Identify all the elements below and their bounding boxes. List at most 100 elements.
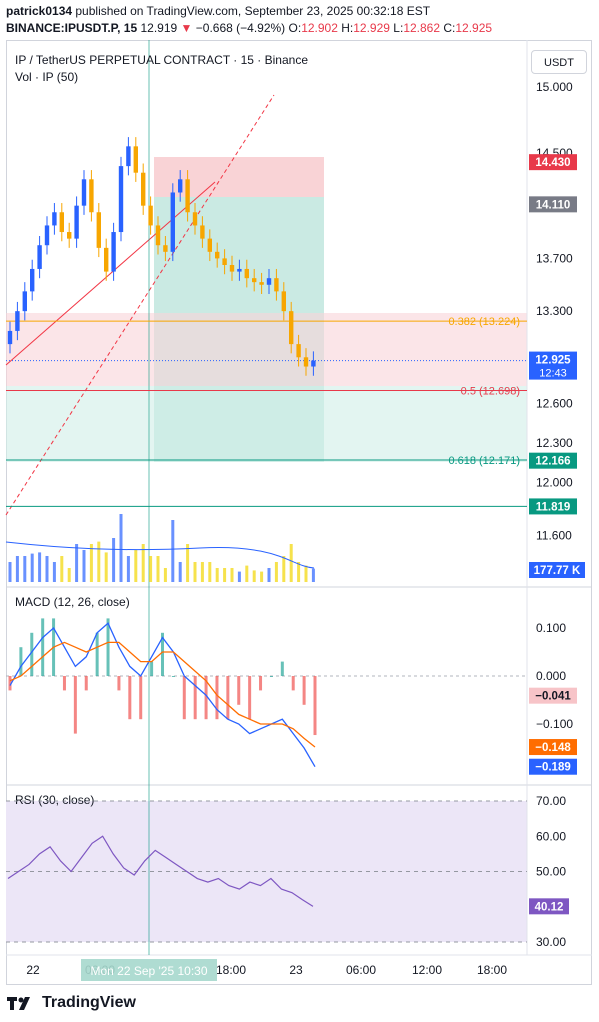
fib-label: 0.5 (12.698) (461, 386, 520, 398)
macd-signal-line (9, 641, 316, 748)
volume-bar (193, 562, 197, 582)
volume-bar (52, 562, 56, 582)
macd-badge-label: −0.148 (535, 742, 571, 754)
macd-histogram-bar (182, 676, 186, 720)
volume-bar (141, 544, 145, 582)
fib-label: 0.618 (12.171) (448, 455, 520, 467)
candle-body (222, 258, 227, 265)
volume-bar (260, 571, 264, 582)
volume-bar (60, 556, 64, 582)
volume-bar (208, 562, 212, 582)
candle-body (7, 330, 13, 345)
chart-title: IP / TetherUS PERPETUAL CONTRACT · 15 · … (15, 53, 308, 67)
time-tick-label: 18:00 (216, 963, 246, 977)
volume-bar (200, 562, 204, 582)
macd-histogram-bar (161, 632, 164, 676)
candle-body (59, 212, 64, 233)
volume-bar (237, 571, 241, 582)
trend-line (5, 181, 216, 366)
macd-tick-label: 0.000 (536, 669, 566, 683)
volume-bar (163, 568, 167, 582)
macd-tick-label: 0.100 (536, 621, 566, 635)
candle-body (52, 212, 57, 226)
volume-bar (119, 514, 123, 582)
volume-bar (45, 556, 49, 582)
price-change: −0.668 (−4.92%) (195, 21, 286, 35)
price-badge (529, 498, 577, 515)
macd-badge (529, 687, 577, 704)
volume-badge (529, 562, 585, 578)
candle-body (104, 247, 109, 272)
candle-body (163, 245, 168, 252)
candle-body (259, 282, 264, 285)
candle-body (281, 291, 286, 312)
rsi-tick-label: 30.00 (536, 935, 566, 949)
macd-histogram-bar (117, 676, 121, 691)
ohlc-low: 12.862 (403, 21, 441, 35)
price-badge-label: 14.430 (535, 157, 570, 169)
price-badge-label: 11.819 (536, 501, 571, 513)
candle-body (155, 225, 161, 246)
ohlc-h-label: H: (341, 21, 354, 35)
last-price-badge-price: 12.925 (535, 355, 571, 367)
macd-badge (529, 758, 577, 775)
macd-histogram-bar (73, 676, 77, 734)
candle-body (81, 179, 87, 206)
volume-bar (15, 556, 19, 582)
macd-histogram-bar (248, 676, 252, 720)
candle-body (200, 225, 205, 239)
volume-bar (297, 562, 301, 582)
currency-button[interactable]: USDT (531, 50, 587, 74)
rsi-line (7, 835, 314, 907)
fib-label: 0.382 (13.224) (448, 316, 520, 328)
candle-body (30, 268, 35, 292)
candle-body (89, 179, 94, 213)
fib-zone-upper (6, 313, 527, 386)
volume-badge-label: 177.77 K (534, 565, 581, 577)
macd-histogram-bar (84, 676, 88, 691)
candle-body (266, 278, 272, 285)
candle-body (148, 205, 153, 226)
rsi-badge (529, 898, 569, 915)
macd-histogram-bar (30, 632, 34, 676)
candle-body (192, 212, 198, 226)
price-badge (529, 196, 577, 213)
footer-brand[interactable]: TradingView (6, 994, 136, 1012)
symbol-name: BINANCE:IPUSDT.P, 15 (6, 21, 138, 35)
volume-bar (282, 556, 286, 582)
candle-body (311, 360, 316, 367)
macd-histogram-bar (41, 618, 45, 676)
crosshair-time-badge (81, 959, 217, 981)
candle-body (133, 146, 138, 173)
macd-histogram-bar (128, 676, 132, 720)
macd-histogram-bar (139, 676, 143, 720)
candle-body (303, 357, 309, 367)
candle-body (141, 172, 146, 206)
price-tick-label: 15.000 (536, 80, 573, 94)
macd-histogram-bar (95, 632, 99, 676)
candle-body (67, 232, 72, 239)
macd-histogram-bar (62, 676, 66, 691)
macd-line (9, 622, 316, 768)
macd-histogram-bar (226, 676, 230, 720)
volume-bar (67, 568, 71, 582)
fib-zone-lower (6, 386, 527, 462)
candle-body (274, 278, 279, 292)
author-name[interactable]: patrick0134 (6, 4, 73, 18)
macd-badge (529, 739, 577, 756)
ohlc-open: 12.902 (301, 21, 338, 35)
volume-bar (311, 568, 315, 582)
macd-histogram-bar (171, 676, 175, 677)
macd-histogram-bar (215, 676, 219, 720)
candle-body (37, 245, 42, 269)
macd-histogram-bar (291, 676, 295, 691)
volume-bar (82, 550, 86, 582)
macd-histogram-bar (259, 676, 263, 691)
last-price: 12.919 (140, 21, 178, 35)
rsi-tick-label: 50.00 (536, 865, 566, 879)
last-price-badge (529, 351, 577, 380)
price-tick-label: 11.600 (536, 528, 572, 542)
macd-histogram-bar (269, 676, 273, 677)
rsi-badge-label: 40.12 (535, 901, 564, 913)
